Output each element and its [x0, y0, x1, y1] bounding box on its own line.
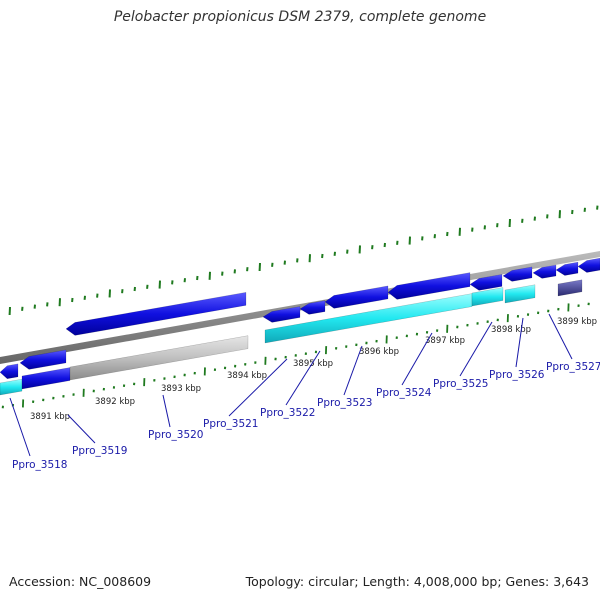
gene-label: Ppro_3521: [203, 418, 258, 430]
gene-feature: [555, 261, 579, 276]
kbp-label: 3896 kbp: [359, 347, 399, 357]
gene-leader-line: [228, 358, 288, 417]
kbp-label: 3898 kbp: [491, 325, 531, 335]
gene-leader-line: [67, 414, 96, 444]
gene-feature: [0, 378, 23, 396]
gene-leader-line: [343, 345, 363, 396]
gene-label: Ppro_3519: [72, 445, 127, 457]
gene-leader-line: [285, 350, 321, 406]
gene-leader-line: [515, 317, 524, 368]
gene-feature: [324, 285, 389, 309]
genome-stats-text: Topology: circular; Length: 4,008,000 bp…: [245, 574, 589, 589]
gene-labels: Ppro_3518Ppro_3519Ppro_3520Ppro_3521Ppro…: [9, 313, 600, 471]
kbp-label: 3899 kbp: [557, 317, 597, 327]
gene-feature: [264, 293, 473, 344]
gene-label: Ppro_3520: [148, 429, 203, 441]
kbp-scale-labels: 3891 kbp 3892 kbp 3893 kbp 3894 kbp 3895 kbp…: [30, 317, 597, 422]
gene-feature: [387, 272, 471, 300]
gene-label: Ppro_3524: [376, 387, 432, 399]
kbp-label: 3891 kbp: [30, 412, 70, 422]
gene-feature: [19, 349, 67, 370]
gene-leader-line: [548, 313, 573, 360]
kbp-label: 3892 kbp: [95, 397, 135, 407]
gene-leader-line: [459, 321, 493, 377]
kbp-label: 3895 kbp: [293, 359, 333, 369]
gene-label: Ppro_3523: [317, 397, 372, 409]
gene-label: Ppro_3527: [546, 361, 600, 373]
gene-label: Ppro_3525: [433, 378, 488, 390]
gene-feature: [502, 266, 533, 282]
outer-tick-ring: [8, 205, 599, 316]
gene-feature: [299, 300, 326, 315]
gene-feature: [577, 257, 600, 273]
gene-feature: [69, 335, 249, 381]
kbp-label: 3897 kbp: [425, 336, 465, 346]
gene-feature: [532, 264, 557, 279]
gene-leader-line: [401, 332, 433, 386]
gene-label: Ppro_3526: [489, 369, 545, 381]
feature-track: [0, 257, 600, 396]
gene-label: Ppro_3522: [260, 407, 315, 419]
gene-feature: [557, 279, 583, 297]
gene-leader-line: [162, 394, 171, 428]
scale-tick-ring: [1, 302, 590, 409]
gene-leader-line: [9, 397, 31, 457]
gene-feature: [262, 306, 301, 323]
accession-text: Accession: NC_008609: [9, 574, 152, 589]
kbp-label: 3893 kbp: [161, 384, 201, 394]
gene-feature: [0, 363, 19, 380]
gene-feature: [469, 274, 503, 291]
gene-label: Ppro_3518: [12, 459, 67, 471]
gene-feature: [65, 292, 247, 336]
gene-feature: [504, 284, 536, 304]
gene-feature: [471, 287, 504, 307]
gene-feature: [21, 367, 71, 390]
kbp-label: 3894 kbp: [227, 371, 267, 381]
map-title: Pelobacter propionicus DSM 2379, complet…: [113, 9, 487, 25]
